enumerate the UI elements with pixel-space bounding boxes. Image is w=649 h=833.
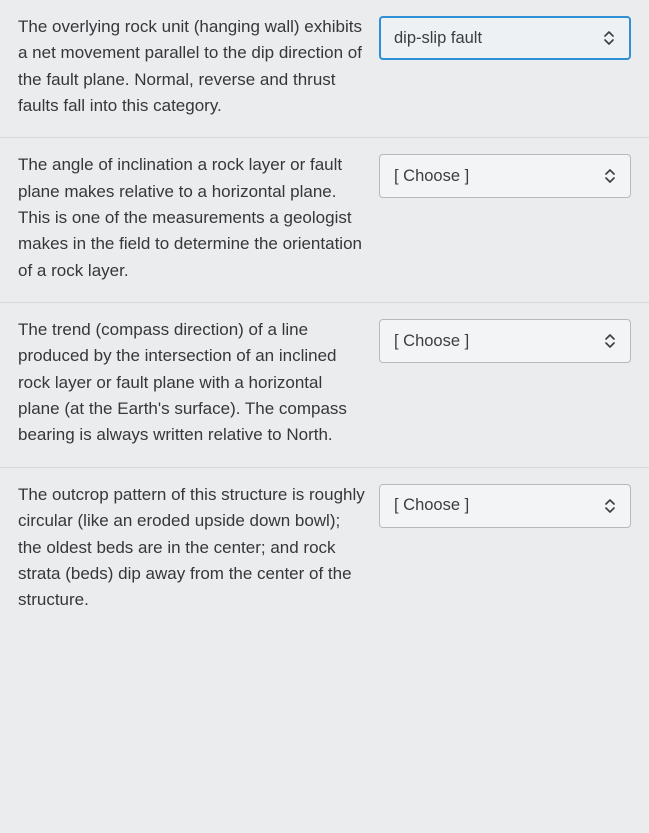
question-row: The trend (compass direction) of a line … <box>0 303 649 468</box>
question-prompt: The outcrop pattern of this structure is… <box>18 482 369 614</box>
dropdown-value: dip-slip fault <box>394 29 482 48</box>
chevron-updown-icon <box>604 498 616 514</box>
question-prompt: The overlying rock unit (hanging wall) e… <box>18 14 369 119</box>
question-prompt: The angle of inclination a rock layer or… <box>18 152 369 284</box>
question-row: The overlying rock unit (hanging wall) e… <box>0 0 649 138</box>
dropdown-box[interactable]: dip-slip fault <box>379 16 631 60</box>
dropdown-box[interactable]: [ Choose ] <box>379 154 631 198</box>
question-prompt: The trend (compass direction) of a line … <box>18 317 369 449</box>
dropdown-box[interactable]: [ Choose ] <box>379 319 631 363</box>
answer-dropdown[interactable]: dip-slip fault <box>379 16 631 60</box>
answer-dropdown[interactable]: [ Choose ] <box>379 154 631 198</box>
dropdown-value: [ Choose ] <box>394 332 469 351</box>
matching-question-list: The overlying rock unit (hanging wall) e… <box>0 0 649 632</box>
question-row: The angle of inclination a rock layer or… <box>0 138 649 303</box>
dropdown-box[interactable]: [ Choose ] <box>379 484 631 528</box>
question-row: The outcrop pattern of this structure is… <box>0 468 649 632</box>
chevron-updown-icon <box>604 168 616 184</box>
answer-dropdown[interactable]: [ Choose ] <box>379 319 631 363</box>
chevron-updown-icon <box>603 30 615 46</box>
chevron-updown-icon <box>604 333 616 349</box>
answer-dropdown[interactable]: [ Choose ] <box>379 484 631 528</box>
dropdown-value: [ Choose ] <box>394 167 469 186</box>
dropdown-value: [ Choose ] <box>394 496 469 515</box>
